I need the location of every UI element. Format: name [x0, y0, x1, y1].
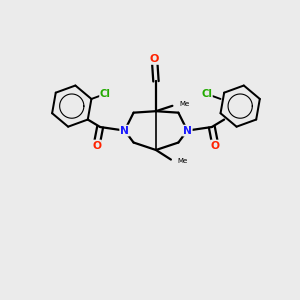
Text: O: O — [92, 140, 101, 151]
Text: O: O — [150, 54, 159, 64]
Text: Cl: Cl — [201, 89, 212, 99]
Text: Me: Me — [179, 101, 189, 107]
Text: Me: Me — [178, 158, 188, 164]
Text: Cl: Cl — [100, 89, 111, 99]
Text: N: N — [183, 126, 192, 136]
Text: O: O — [211, 140, 220, 151]
Text: N: N — [120, 126, 129, 136]
